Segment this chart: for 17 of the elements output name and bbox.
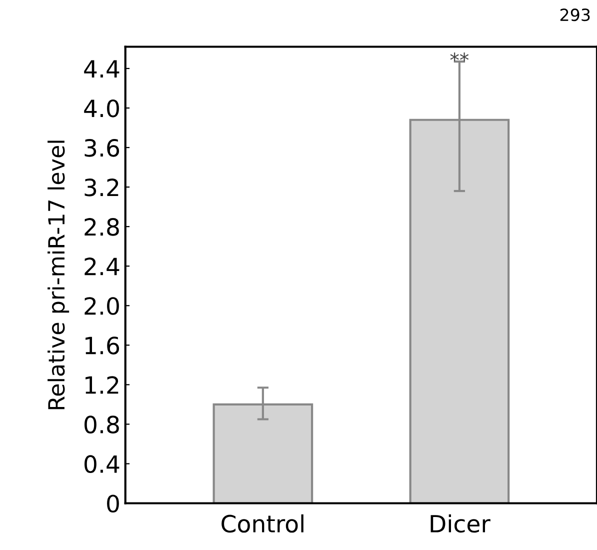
- y-tick-label: 4.0: [84, 99, 119, 118]
- y-tick-label: 4.4: [84, 60, 120, 78]
- y-tick-label: 2.4: [84, 258, 120, 276]
- y-axis-title: Relative pri-miR-17 level: [48, 140, 70, 410]
- y-tick-label: 2.8: [84, 218, 119, 236]
- y-tick-label: 3.2: [84, 178, 118, 196]
- y-tick-label: 0: [107, 494, 119, 513]
- y-tick-label: 3.6: [84, 138, 120, 157]
- y-tick-label: 0.4: [84, 455, 120, 474]
- y-tick-label: 1.2: [86, 376, 118, 394]
- y-tick-label: 0.8: [84, 416, 119, 434]
- y-tick-label: 1.6: [86, 336, 120, 354]
- y-tick-label: 2.0: [84, 297, 119, 315]
- text: 293: [560, 8, 590, 22]
- x-tick-label: Dicer: [430, 514, 490, 533]
- x-tick-label: Control: [222, 514, 304, 533]
- annotation: **: [450, 52, 469, 62]
